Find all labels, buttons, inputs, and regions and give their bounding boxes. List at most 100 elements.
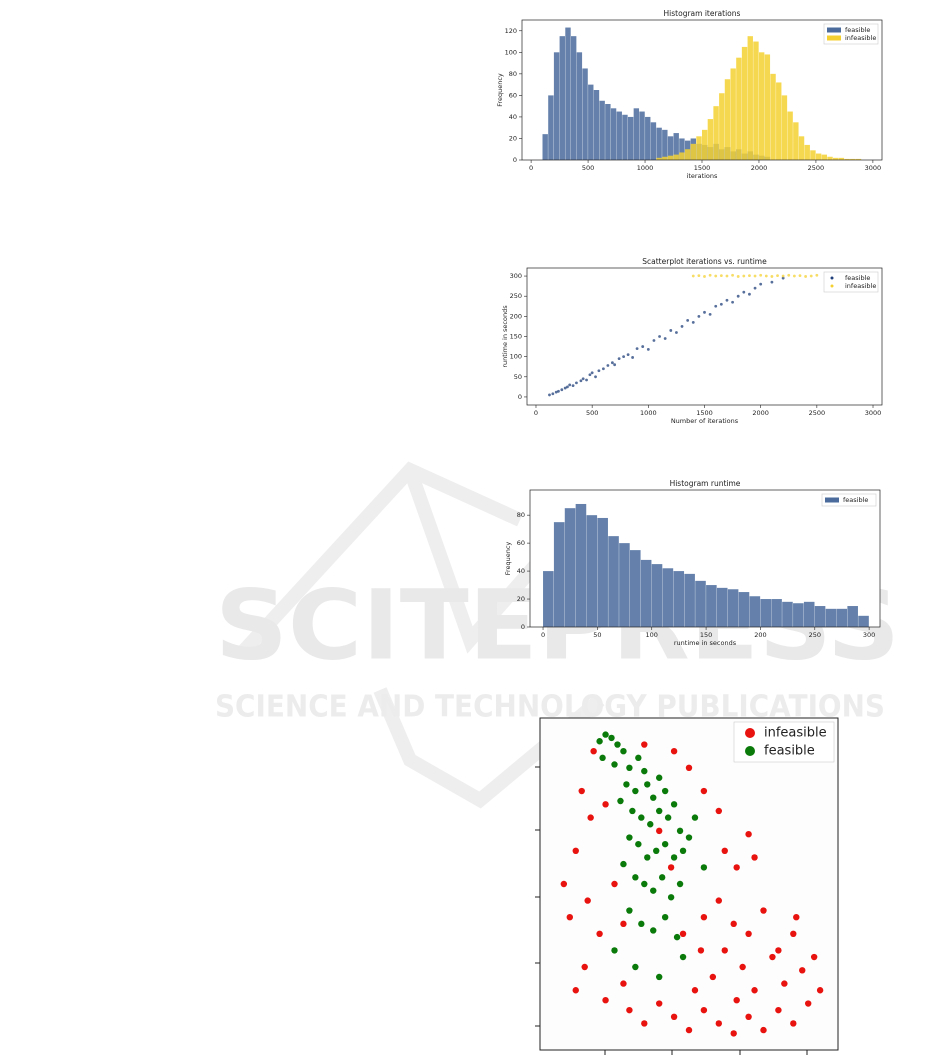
bar <box>827 156 833 160</box>
point <box>620 748 627 755</box>
point <box>566 914 573 921</box>
bar <box>593 90 600 160</box>
point <box>626 353 630 357</box>
point <box>815 273 819 277</box>
point <box>641 1020 648 1027</box>
bar <box>597 517 608 627</box>
point <box>770 280 774 284</box>
bar <box>850 158 856 160</box>
y-tick-label: 40 <box>517 567 525 575</box>
x-tick-label: 0 <box>541 631 545 639</box>
chart-title: Histogram iterations <box>664 9 741 18</box>
bar <box>570 36 577 160</box>
point <box>611 880 618 888</box>
bar <box>696 136 702 160</box>
bar <box>741 46 748 160</box>
point <box>622 355 626 359</box>
x-tick-label: 3000 <box>865 409 882 417</box>
point <box>638 814 645 821</box>
point <box>708 312 712 316</box>
point <box>661 840 669 848</box>
point <box>638 920 645 928</box>
point <box>748 292 751 296</box>
point <box>691 814 699 821</box>
point <box>610 361 614 365</box>
point <box>700 914 708 921</box>
point <box>663 337 667 340</box>
point <box>599 754 606 762</box>
bar <box>599 100 605 160</box>
point <box>641 880 648 888</box>
x-tick-label: 300 <box>863 631 875 639</box>
bar <box>630 550 641 627</box>
bar <box>619 543 630 627</box>
y-tick-label: 250 <box>510 292 522 300</box>
bar <box>736 57 742 160</box>
point <box>676 827 684 835</box>
bar <box>565 27 571 160</box>
point <box>745 930 752 937</box>
point <box>799 967 806 974</box>
point <box>635 754 642 762</box>
y-tick-label: 60 <box>517 539 525 547</box>
bar <box>684 149 691 160</box>
point <box>776 274 779 278</box>
point <box>629 807 636 815</box>
point <box>775 947 782 954</box>
x-axis-label: iterations <box>687 172 718 180</box>
y-tick-label: 20 <box>509 134 517 142</box>
y-tick-label: 80 <box>509 70 517 78</box>
bar <box>821 154 828 160</box>
legend-swatch <box>827 35 841 41</box>
point <box>739 963 746 971</box>
point <box>736 294 740 298</box>
legend-swatch <box>830 276 834 280</box>
point <box>596 930 603 937</box>
bar <box>782 601 793 627</box>
point <box>805 1000 812 1007</box>
bar <box>616 111 622 160</box>
point <box>602 731 609 738</box>
point <box>733 997 740 1004</box>
x-tick-label: 50 <box>593 631 601 639</box>
point <box>632 963 639 971</box>
point <box>759 273 763 277</box>
legend-label: feasible <box>845 26 870 34</box>
bar <box>706 585 717 627</box>
bar <box>727 589 739 627</box>
point <box>656 774 663 781</box>
bar <box>753 41 759 160</box>
bar <box>793 603 804 627</box>
bar <box>825 608 837 627</box>
bar <box>564 508 576 627</box>
x-tick-label: 2500 <box>809 409 826 417</box>
point <box>653 847 660 854</box>
point <box>669 329 673 332</box>
point <box>620 920 627 928</box>
point <box>781 274 785 278</box>
bar <box>553 522 565 627</box>
bar <box>776 82 782 160</box>
point <box>647 821 654 828</box>
bar <box>781 95 788 160</box>
bar <box>627 116 634 160</box>
point <box>798 274 802 278</box>
y-tick-label: 80 <box>517 511 525 519</box>
point <box>764 274 768 278</box>
bar <box>553 52 560 160</box>
point <box>579 379 583 383</box>
point <box>594 375 597 379</box>
bar <box>605 104 611 160</box>
bar <box>662 129 668 160</box>
x-tick-label: 200 <box>754 631 766 639</box>
point <box>584 897 591 904</box>
point <box>719 302 723 306</box>
point <box>675 331 678 334</box>
point <box>626 907 633 914</box>
y-tick-label: 100 <box>510 353 522 361</box>
bar <box>787 111 793 160</box>
point <box>731 300 734 304</box>
point <box>614 741 621 748</box>
x-tick-label: 1000 <box>637 164 654 172</box>
x-tick-label: 3000 <box>865 164 882 172</box>
